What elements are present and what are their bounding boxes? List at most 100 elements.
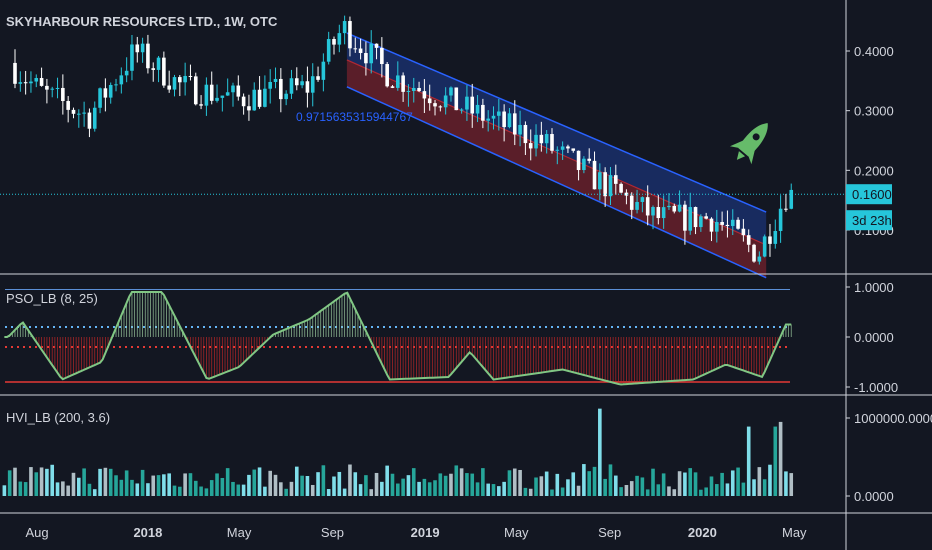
hvi-bar [778, 421, 783, 496]
pso-y-tick-label: 1.0000 [854, 280, 894, 295]
candle-body [491, 115, 496, 119]
candle-body [358, 48, 363, 54]
candle-body [523, 124, 528, 144]
hvi-bar [225, 468, 230, 496]
hvi-bar [305, 475, 310, 496]
hvi-bar [752, 479, 756, 496]
candle-body [98, 88, 102, 108]
candle-body [87, 112, 92, 129]
hvi-bar [571, 472, 576, 496]
hvi-bar [87, 483, 92, 496]
candle-body [167, 85, 171, 90]
hvi-bar [651, 468, 655, 496]
candle-body [560, 146, 565, 150]
candle-body [140, 43, 145, 53]
hvi-bar [183, 473, 187, 496]
hvi-bar [257, 467, 262, 496]
hvi-bar [172, 485, 177, 496]
candle-body [465, 96, 469, 110]
candle-body [50, 88, 55, 90]
channel-mid-line [346, 59, 767, 246]
hvi-bar [358, 484, 363, 496]
candle-body [550, 134, 554, 151]
hvi-bar [406, 475, 411, 496]
candle-body [34, 78, 39, 82]
candle-body [603, 172, 607, 197]
rocket-window [752, 133, 760, 141]
hvi-bar [699, 489, 703, 496]
rocket-fin-right [748, 149, 756, 165]
hvi-bar [289, 481, 294, 496]
candle-body [337, 33, 342, 45]
hvi-bar [401, 478, 405, 496]
hvi-bar [247, 474, 251, 496]
chart-title: SKYHARBOUR RESOURCES LTD., 1W, OTC [6, 14, 278, 29]
candle-body [396, 75, 400, 88]
hvi-bar [784, 471, 788, 496]
candle-body [215, 97, 219, 101]
x-tick-label: Sep [321, 525, 344, 540]
hvi-bar [39, 467, 44, 496]
candle-body [619, 183, 623, 193]
channel-lower-fill [346, 59, 767, 278]
candle-body [156, 57, 161, 70]
candle-body [768, 236, 772, 244]
candle-body [401, 75, 405, 92]
regression-channel: 0.9715635315944767 [296, 32, 767, 279]
hvi-bar [736, 467, 740, 496]
hvi-bar [491, 484, 496, 496]
hvi-bar [146, 483, 150, 496]
hvi-bar [385, 465, 389, 496]
hvi-bar [693, 472, 698, 496]
hvi-bar [730, 470, 735, 496]
hvi-bar [725, 483, 730, 496]
hvi-bar [555, 473, 560, 496]
hvi-bar [773, 426, 778, 496]
hvi-bar [7, 470, 12, 496]
candle-body [528, 143, 533, 149]
hvi-bar [61, 481, 65, 496]
candle-body [651, 207, 655, 216]
hvi-bar [204, 488, 209, 496]
candle-body [566, 146, 570, 149]
hvi-bar [427, 482, 432, 496]
hvi-bar [130, 479, 134, 496]
price-candles [13, 15, 794, 265]
hvi-bar [645, 489, 650, 496]
hvi-label: HVI_LB (200, 3.6) [6, 410, 111, 425]
candle-body [178, 77, 182, 83]
candle-body [385, 64, 389, 87]
hvi-bar [103, 467, 108, 496]
hvi-bar [50, 464, 55, 496]
hvi-bar [677, 471, 682, 496]
pso-y-tick-label: -1.0000 [854, 380, 898, 395]
hvi-bar [66, 485, 70, 496]
channel-upper-fill [346, 33, 767, 245]
hvi-bar [667, 486, 671, 496]
candle-body [507, 113, 512, 128]
hvi-bar [512, 468, 517, 496]
hvi-bar [746, 426, 751, 496]
candle-body [124, 70, 129, 76]
candle-body [539, 134, 544, 144]
hvi-y-tick-label: 1000000.0000 [854, 411, 932, 426]
hvi-bar [475, 482, 480, 496]
hvi-bar [332, 476, 336, 496]
candle-body [773, 230, 778, 244]
hvi-bar [2, 485, 7, 496]
hvi-bar [119, 479, 124, 496]
candle-body [661, 207, 666, 219]
candle-body [555, 149, 560, 151]
hvi-bar [374, 472, 379, 496]
candle-body [789, 189, 794, 209]
candle-body [103, 88, 108, 98]
hvi-bar [263, 486, 267, 496]
candle-body [390, 86, 395, 88]
candle-body [422, 91, 427, 99]
hvi-bar [544, 471, 549, 496]
candle-body [433, 103, 437, 107]
candle-body [746, 235, 751, 245]
rocket-body [737, 123, 768, 157]
candle-body [629, 195, 634, 210]
